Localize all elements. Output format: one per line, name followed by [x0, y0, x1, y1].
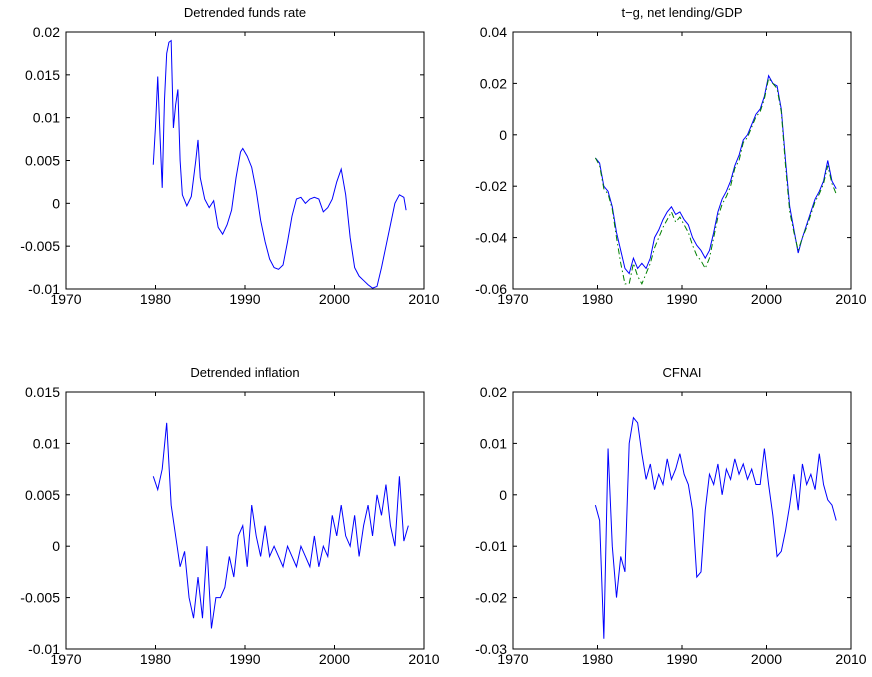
x-tick-label: 1980 — [582, 291, 613, 307]
y-tick-label: 0.02 — [33, 24, 60, 40]
y-tick-label: 0 — [52, 195, 60, 211]
data-line — [152, 422, 409, 629]
x-tick-label: 2000 — [319, 291, 350, 307]
y-tick-label: 0 — [52, 538, 60, 554]
axes-background — [513, 392, 851, 649]
axes-frame — [512, 31, 852, 290]
y-tick-label: 0.04 — [480, 24, 507, 40]
y-tick-label: -0.01 — [28, 641, 60, 657]
y-tick-label: 0.01 — [33, 110, 60, 126]
y-tick-label: 0.015 — [25, 384, 60, 400]
axes-background — [66, 32, 424, 289]
y-tick-label: 0.01 — [33, 435, 60, 451]
chart-title: Detrended inflation — [190, 365, 299, 380]
x-tick-label: 2010 — [835, 291, 866, 307]
x-tick-label: 2010 — [408, 651, 439, 667]
x-tick-label: 2010 — [835, 651, 866, 667]
data-line — [595, 74, 837, 275]
x-tick-label: 1990 — [666, 291, 697, 307]
y-tick-label: 0.015 — [25, 67, 60, 83]
y-tick-label: -0.01 — [475, 538, 507, 554]
data-line — [594, 77, 837, 286]
x-tick-label: 1970 — [497, 291, 528, 307]
x-tick-label: 2000 — [319, 651, 350, 667]
axes-frame — [65, 31, 425, 290]
axes-frame — [512, 391, 852, 650]
y-tick-label: -0.01 — [28, 281, 60, 297]
x-tick-label: 1980 — [140, 291, 171, 307]
x-tick-label: 1990 — [229, 651, 260, 667]
y-tick-label: 0.005 — [25, 153, 60, 169]
x-tick-label: 1990 — [229, 291, 260, 307]
y-tick-label: 0.005 — [25, 487, 60, 503]
axes-frame — [65, 391, 425, 650]
x-tick-label: 1970 — [50, 651, 81, 667]
chart-title: t−g, net lending/GDP — [621, 5, 742, 20]
y-tick-label: 0.02 — [480, 384, 507, 400]
chart-title: CFNAI — [663, 365, 702, 380]
axes-background — [513, 32, 851, 289]
y-tick-label: 0 — [499, 487, 507, 503]
data-line — [594, 416, 837, 639]
y-tick-label: 0.01 — [480, 435, 507, 451]
y-tick-label: 0.02 — [480, 75, 507, 91]
data-line — [152, 39, 407, 289]
x-tick-label: 1970 — [50, 291, 81, 307]
chart-title: Detrended funds rate — [184, 5, 306, 20]
x-tick-label: 1990 — [666, 651, 697, 667]
y-tick-label: -0.06 — [475, 281, 507, 297]
y-tick-label: 0 — [499, 127, 507, 143]
y-tick-label: -0.02 — [475, 178, 507, 194]
y-tick-label: -0.005 — [20, 590, 60, 606]
x-tick-label: 2000 — [751, 651, 782, 667]
x-tick-label: 1980 — [582, 651, 613, 667]
x-tick-label: 2000 — [751, 291, 782, 307]
y-tick-label: -0.03 — [475, 641, 507, 657]
y-tick-label: -0.005 — [20, 238, 60, 254]
x-tick-label: 1980 — [140, 651, 171, 667]
y-tick-label: -0.02 — [475, 590, 507, 606]
x-tick-label: 2010 — [408, 291, 439, 307]
y-tick-label: -0.04 — [475, 230, 507, 246]
x-tick-label: 1970 — [497, 651, 528, 667]
